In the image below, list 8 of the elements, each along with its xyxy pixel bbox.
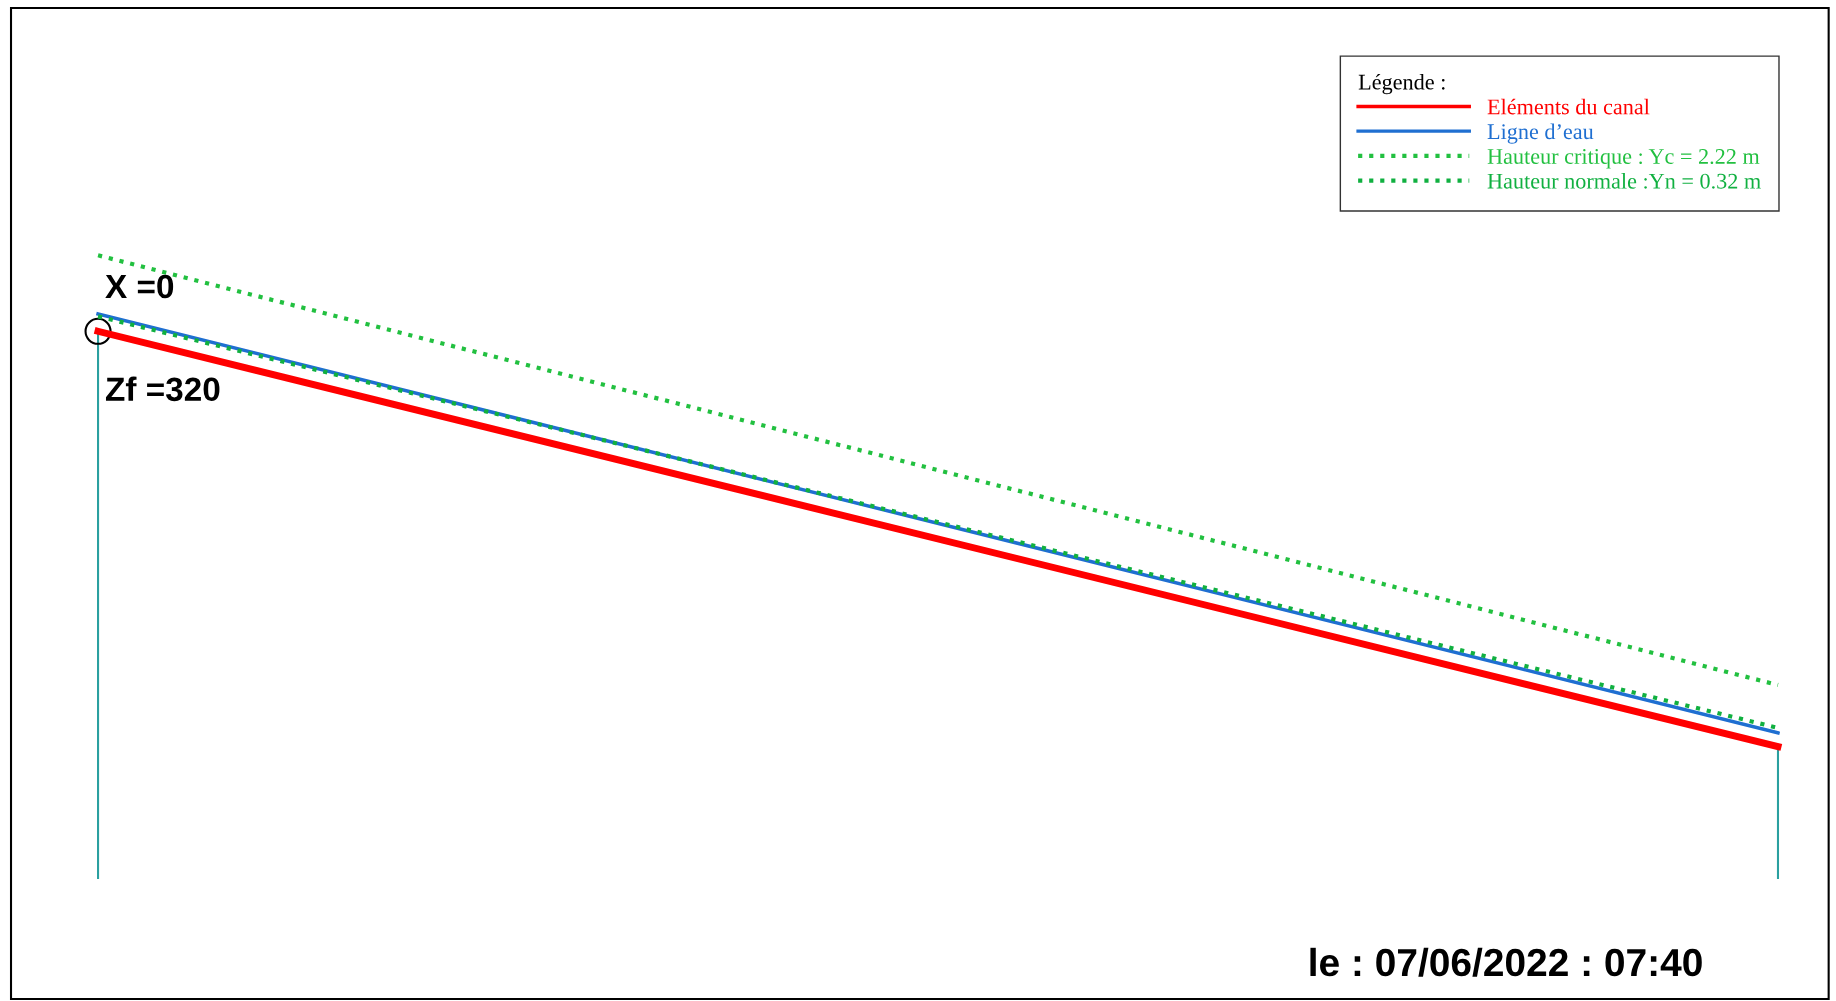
legend-title: Légende :	[1358, 73, 1445, 95]
text: Hauteur critique : Yc = 2.22 m	[1487, 148, 1760, 169]
text: Eléments du canal	[1487, 98, 1650, 115]
annotation: X =0	[105, 274, 174, 299]
text: Ligne d’eau	[1487, 123, 1594, 144]
text: le : 07/06/2022 : 07:40	[1310, 947, 1702, 977]
text: Hauteur normale :Yn = 0.32 m	[1487, 173, 1761, 189]
annotation: Zf =320	[105, 376, 220, 402]
